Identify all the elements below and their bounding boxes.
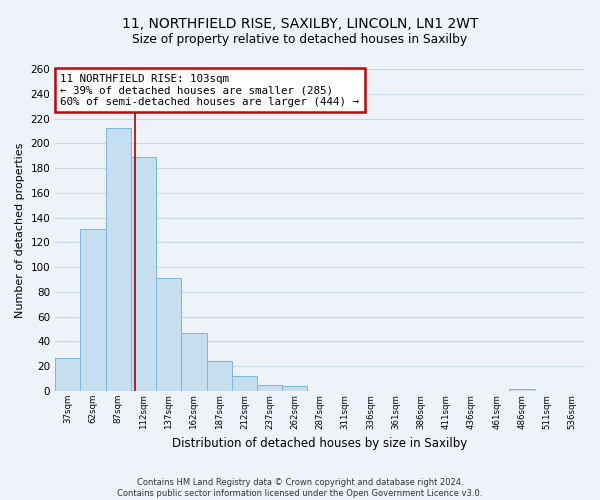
- Bar: [257, 385, 282, 391]
- Bar: [206, 362, 232, 391]
- Text: Size of property relative to detached houses in Saxilby: Size of property relative to detached ho…: [133, 32, 467, 46]
- Bar: [156, 278, 181, 391]
- Bar: [509, 388, 535, 391]
- Bar: [80, 229, 106, 391]
- Text: 11 NORTHFIELD RISE: 103sqm
← 39% of detached houses are smaller (285)
60% of sem: 11 NORTHFIELD RISE: 103sqm ← 39% of deta…: [61, 74, 359, 107]
- Bar: [181, 333, 206, 391]
- Bar: [232, 376, 257, 391]
- Bar: [282, 386, 307, 391]
- Bar: [106, 128, 131, 391]
- Bar: [55, 358, 80, 391]
- X-axis label: Distribution of detached houses by size in Saxilby: Distribution of detached houses by size …: [172, 437, 468, 450]
- Y-axis label: Number of detached properties: Number of detached properties: [15, 142, 25, 318]
- Text: Contains HM Land Registry data © Crown copyright and database right 2024.
Contai: Contains HM Land Registry data © Crown c…: [118, 478, 482, 498]
- Bar: [131, 157, 156, 391]
- Text: 11, NORTHFIELD RISE, SAXILBY, LINCOLN, LN1 2WT: 11, NORTHFIELD RISE, SAXILBY, LINCOLN, L…: [122, 18, 478, 32]
